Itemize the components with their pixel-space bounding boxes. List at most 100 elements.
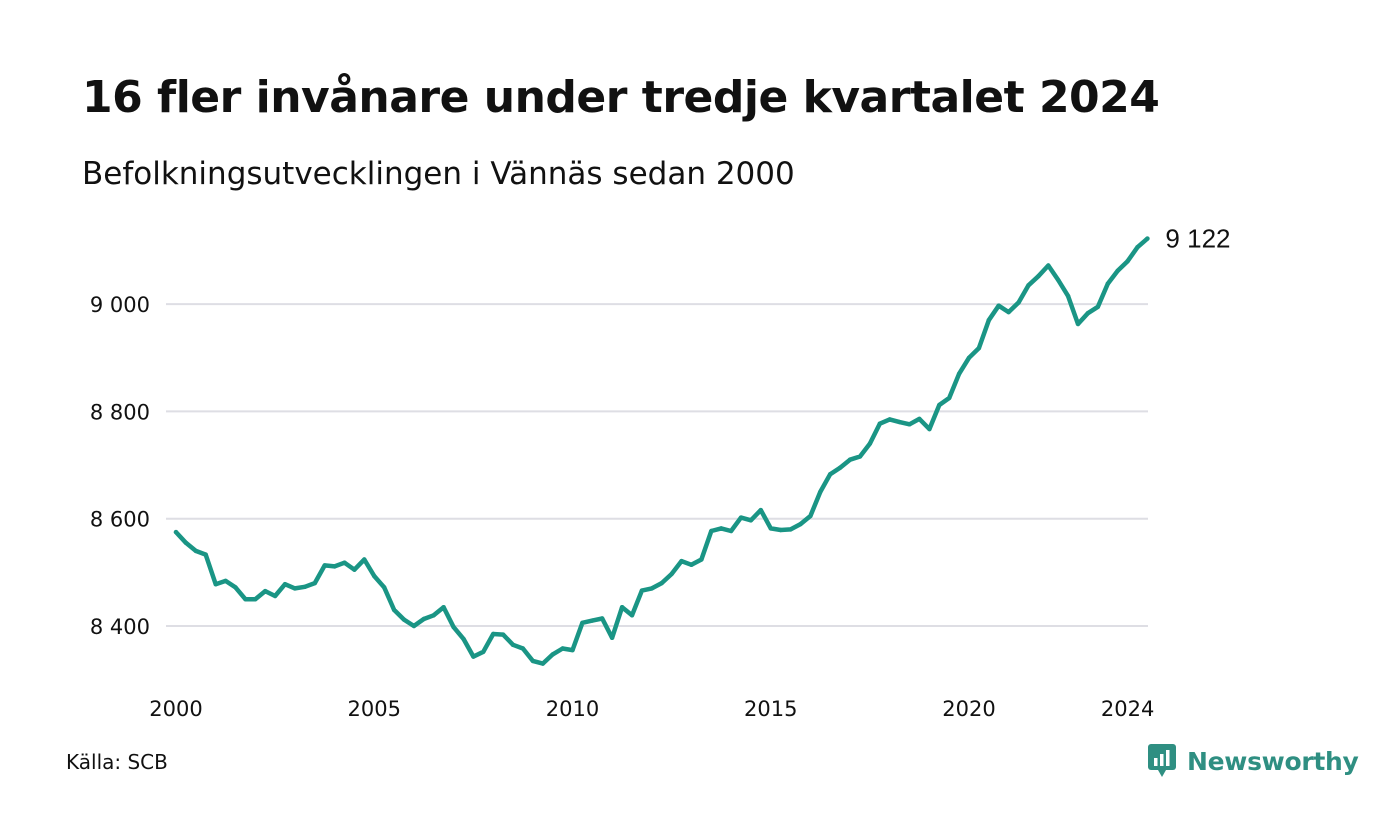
data-point [1105, 281, 1111, 286]
data-point [808, 513, 813, 519]
data-point [986, 318, 991, 323]
data-point [223, 578, 228, 584]
data-point [828, 472, 833, 477]
data-point [709, 528, 714, 534]
population-series [173, 236, 1150, 666]
data-point [609, 635, 615, 640]
data-point [619, 605, 625, 610]
y-tick-label: 8 800 [90, 400, 150, 424]
data-point [510, 642, 516, 647]
data-point [391, 607, 397, 613]
data-point [837, 465, 843, 470]
data-point [947, 395, 952, 401]
data-point [481, 649, 486, 654]
data-point [173, 529, 179, 535]
data-point [818, 489, 823, 495]
data-point [1115, 268, 1120, 273]
data-point [1046, 263, 1051, 268]
data-point [1125, 259, 1130, 264]
chart-title: 16 fler invånare under tredje kvartalet … [82, 72, 1160, 123]
data-point [917, 416, 922, 422]
x-tick-label: 2010 [546, 697, 599, 721]
data-point [411, 623, 417, 629]
data-point [491, 631, 496, 637]
data-point [263, 588, 268, 594]
data-point [243, 597, 248, 602]
x-tick-label: 2024 [1101, 697, 1154, 721]
y-axis-tick-labels: 8 400 8 600 8 800 9 000 [90, 293, 150, 639]
data-point [887, 417, 892, 422]
data-point [639, 588, 645, 593]
y-tick-label: 9 000 [90, 293, 150, 317]
data-point [580, 620, 585, 625]
data-point [1135, 245, 1140, 250]
data-point [600, 616, 605, 621]
x-axis-tick-labels: 2000 2005 2010 2015 2020 2024 [149, 697, 1154, 721]
data-point [560, 646, 565, 651]
data-point [332, 564, 337, 569]
end-value-label: 9 122 [1165, 224, 1230, 254]
data-point [629, 613, 635, 618]
x-tick-label: 2005 [348, 697, 401, 721]
data-point [1095, 304, 1101, 309]
data-point [183, 540, 189, 545]
data-point [867, 441, 873, 446]
data-point [659, 580, 664, 586]
data-point [342, 560, 347, 565]
data-point [1085, 311, 1091, 316]
data-point [213, 582, 218, 587]
data-point [570, 647, 575, 653]
data-point [193, 548, 198, 554]
data-point [738, 515, 744, 520]
x-tick-label: 2015 [744, 697, 797, 721]
data-point [382, 585, 387, 590]
data-point [699, 557, 704, 562]
y-tick-label: 8 400 [90, 615, 150, 639]
data-point [877, 421, 882, 426]
data-point [1036, 274, 1041, 279]
data-point [203, 552, 208, 557]
data-point [401, 617, 407, 622]
data-point [1006, 309, 1011, 315]
data-point [788, 527, 793, 532]
data-point [312, 580, 317, 586]
data-point [996, 303, 1001, 308]
data-point [322, 563, 327, 568]
data-point [590, 618, 595, 623]
data-point [1026, 283, 1031, 288]
data-point [748, 518, 754, 523]
data-point [1145, 236, 1150, 241]
data-point [550, 652, 555, 657]
newsworthy-logo-icon [1148, 744, 1176, 777]
gridlines [166, 303, 1148, 627]
data-point [857, 454, 863, 459]
data-point [282, 582, 288, 587]
data-point [719, 526, 724, 531]
source-note: Källa: SCB [66, 750, 168, 774]
data-point [372, 573, 377, 579]
data-point [272, 593, 278, 599]
data-point [728, 528, 734, 534]
data-point [798, 521, 803, 527]
data-point [362, 557, 367, 562]
data-point [461, 636, 466, 642]
data-point [847, 457, 853, 462]
data-point [441, 605, 446, 610]
data-point [451, 624, 456, 630]
data-point [966, 355, 972, 360]
data-point [431, 613, 436, 618]
data-point [907, 422, 912, 427]
chart-subtitle: Befolkningsutvecklingen i Vännäs sedan 2… [82, 156, 795, 192]
data-point [758, 507, 763, 513]
end-value-label-group: 9 122 [1165, 224, 1230, 254]
data-point [530, 658, 535, 664]
brand-name: Newsworthy [1187, 746, 1359, 776]
data-point [937, 402, 942, 408]
x-tick-label: 2000 [149, 697, 202, 721]
data-point [649, 586, 654, 591]
data-point [768, 526, 773, 531]
data-point [1016, 300, 1021, 305]
data-point [500, 632, 506, 637]
data-point [778, 527, 783, 533]
